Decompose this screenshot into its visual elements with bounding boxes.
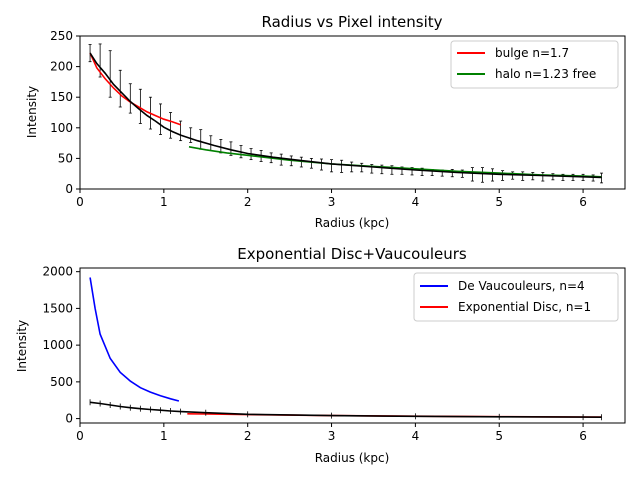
legend: De Vaucouleurs, n=4 Exponential Disc, n=… [413,272,619,322]
y-tick-label: 1000 [42,338,73,352]
plot-area [88,43,604,184]
x-tick-label: 4 [412,429,420,443]
y-tick-label: 50 [58,151,73,165]
x-tick-label: 1 [160,429,168,443]
x-tick-label: 0 [76,429,84,443]
legend-label-halo: halo n=1.23 free [495,67,596,81]
y-tick-label: 250 [50,29,73,43]
series-line-data [90,401,602,419]
tick-layer: 0 1 2 3 4 5 6 0 500 1000 1500 2000 [42,265,586,443]
tick-layer: 0 1 2 3 4 5 6 0 50 100 150 200 250 [50,29,587,209]
x-tick-label: 1 [160,195,168,209]
x-tick-label: 2 [244,429,252,443]
x-tick-label: 3 [328,195,336,209]
x-axis-label: Radius (kpc) [315,451,390,465]
y-tick-label: 150 [50,90,73,104]
x-tick-label: 2 [244,195,252,209]
x-axis-label: Radius (kpc) [315,216,390,230]
x-tick-label: 5 [495,429,503,443]
y-tick-label: 0 [65,412,73,426]
y-tick-label: 100 [50,121,73,135]
chart-title: Radius vs Pixel intensity [261,13,442,31]
y-tick-label: 0 [65,182,73,196]
legend: bulge n=1.7 halo n=1.23 free [450,40,619,89]
series-line-bulge [89,52,181,126]
y-tick-label: 2000 [42,265,73,279]
chart-title: Exponential Disc+Vaucouleurs [237,245,467,263]
x-tick-label: 5 [495,195,503,209]
x-tick-label: 4 [412,195,420,209]
plot-area [89,277,602,421]
legend-box [450,40,619,89]
legend-box [413,272,619,322]
chart-exponential-disc-vaucouleurs: Exponential Disc+Vaucouleurs 0 1 2 3 4 5 6 0 500… [15,245,626,465]
legend-label-bulge: bulge n=1.7 [495,46,569,60]
chart-radius-vs-intensity: Radius vs Pixel intensity 0 1 2 3 4 5 6 0 50 100 1… [25,13,626,230]
y-tick-label: 1500 [42,301,73,315]
x-tick-label: 3 [328,429,336,443]
y-axis-label: Intensity [15,320,29,372]
series-line-devauc [89,277,180,402]
series-line-fit [89,52,602,179]
legend-label-devauc: De Vaucouleurs, n=4 [458,279,585,293]
x-tick-label: 0 [76,195,84,209]
y-tick-label: 500 [50,375,73,389]
x-tick-label: 6 [579,429,587,443]
y-tick-label: 200 [50,60,73,74]
y-axis-label: Intensity [25,86,39,138]
x-tick-label: 6 [579,195,587,209]
legend-label-disc: Exponential Disc, n=1 [458,300,591,314]
axes-frame [79,35,626,190]
